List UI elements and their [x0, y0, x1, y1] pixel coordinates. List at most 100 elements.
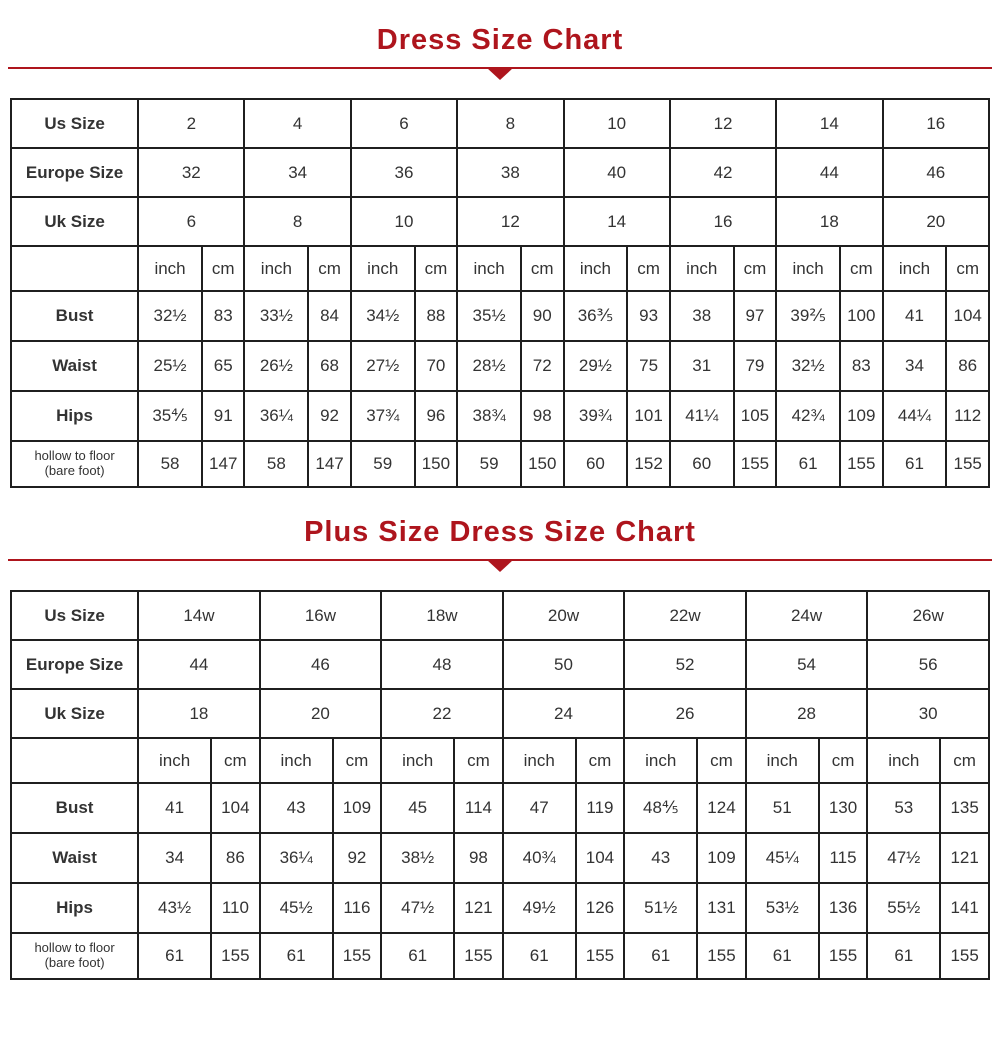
inch-value-cell: 40¾: [501, 832, 577, 884]
inch-value-cell: 38¾: [456, 390, 522, 442]
inch-value-cell: 58: [243, 440, 310, 488]
inch-value-cell: 41: [881, 290, 948, 342]
unit-cm-header: cm: [519, 245, 565, 292]
inch-value-cell: 39¾: [562, 390, 629, 442]
cm-value-cell: 101: [626, 390, 671, 442]
measure-row-hollow-to-floor: hollow to floor (bare foot) 58 147 58 147 59 15…: [9, 440, 990, 488]
inch-value-cell: 47: [501, 782, 577, 834]
cm-value-cell: 141: [939, 882, 990, 934]
cm-value-cell: 147: [200, 440, 246, 488]
row-label-europe-size: Europe Size: [9, 639, 140, 690]
cm-value-cell: 136: [817, 882, 869, 934]
inch-value-cell: 36¼: [258, 832, 334, 884]
inch-value-cell: 43½: [137, 882, 213, 934]
unit-cm-header: cm: [839, 245, 884, 292]
inch-value-cell: 61: [380, 932, 456, 980]
size-value-cell: 2: [137, 98, 246, 149]
row-label-hips: Hips: [9, 390, 140, 442]
plus-size-chart-section: Plus Size Dress Size Chart Us Size 14w 16w…: [0, 516, 1000, 980]
size-value-cell: 36: [349, 147, 459, 198]
inch-value-cell: 60: [668, 440, 735, 488]
unit-inch-header: inch: [349, 245, 416, 292]
cm-value-cell: 124: [696, 782, 747, 834]
unit-cm-header: cm: [626, 245, 671, 292]
unit-inch-header: inch: [456, 245, 522, 292]
cm-value-cell: 96: [413, 390, 459, 442]
cm-value-cell: 130: [817, 782, 869, 834]
cm-value-cell: 150: [413, 440, 459, 488]
cm-value-cell: 65: [200, 340, 246, 392]
inch-value-cell: 41: [137, 782, 213, 834]
inch-value-cell: 34½: [349, 290, 416, 342]
inch-value-cell: 29½: [562, 340, 629, 392]
cm-value-cell: 75: [626, 340, 671, 392]
size-row-uk-size: Uk Size 18 20 22 24 26 28 30: [9, 688, 990, 739]
cm-value-cell: 155: [453, 932, 504, 980]
size-value-cell: 44: [775, 147, 884, 198]
unit-inch-header: inch: [380, 737, 456, 784]
inch-value-cell: 51½: [623, 882, 699, 934]
inch-value-cell: 47½: [380, 882, 456, 934]
cm-value-cell: 155: [696, 932, 747, 980]
cm-value-cell: 109: [696, 832, 747, 884]
cm-value-cell: 126: [574, 882, 626, 934]
inch-value-cell: 35⅘: [137, 390, 203, 442]
row-label-waist: Waist: [9, 832, 140, 884]
size-value-cell: 22: [380, 688, 504, 739]
cm-value-cell: 109: [839, 390, 884, 442]
unit-cm-header: cm: [210, 737, 261, 784]
size-value-cell: 42: [668, 147, 778, 198]
inch-value-cell: 31: [668, 340, 735, 392]
size-value-cell: 6: [349, 98, 459, 149]
cm-value-cell: 86: [210, 832, 261, 884]
hollow-label-line1: hollow to floor: [34, 940, 115, 956]
measure-row-bust: Bust 41 104 43 109 45 114 47 119 48⅘ 124 51 130 53 135: [9, 782, 990, 834]
inch-value-cell: 49½: [501, 882, 577, 934]
row-label-waist: Waist: [9, 340, 140, 392]
size-value-cell: 56: [866, 639, 990, 690]
cm-value-cell: 70: [413, 340, 459, 392]
inch-value-cell: 25½: [137, 340, 203, 392]
cm-value-cell: 131: [696, 882, 747, 934]
size-value-cell: 10: [562, 98, 671, 149]
unit-cm-header: cm: [574, 737, 626, 784]
size-value-cell: 26: [623, 688, 747, 739]
row-label-hollow-to-floor: hollow to floor (bare foot): [9, 932, 140, 980]
inch-value-cell: 28½: [456, 340, 522, 392]
size-value-cell: 4: [243, 98, 352, 149]
inch-value-cell: 36¼: [243, 390, 310, 442]
cm-value-cell: 84: [307, 290, 352, 342]
unit-cm-header: cm: [732, 245, 778, 292]
size-value-cell: 30: [866, 688, 990, 739]
arrow-down-icon: [487, 68, 513, 80]
row-label-hips: Hips: [9, 882, 140, 934]
size-value-cell: 52: [623, 639, 747, 690]
hollow-label-line2: (bare foot): [44, 955, 105, 970]
cm-value-cell: 155: [939, 932, 990, 980]
unit-inch-header: inch: [744, 737, 820, 784]
unit-header-row: inch cm inch cm inch cm inch cm inch cm inch cm inch…: [9, 245, 990, 292]
size-row-us-size: Us Size 2 4 6 8 10 12 14 16: [9, 98, 991, 149]
size-value-cell: 14: [775, 98, 884, 149]
cm-value-cell: 68: [307, 340, 352, 392]
cm-value-cell: 93: [626, 290, 671, 342]
unit-row-empty-cell: [9, 737, 140, 784]
unit-inch-header: inch: [137, 245, 203, 292]
cm-value-cell: 104: [945, 290, 990, 342]
size-value-cell: 16: [881, 98, 991, 149]
cm-value-cell: 98: [519, 390, 565, 442]
row-label-europe-size: Europe Size: [9, 147, 140, 198]
inch-value-cell: 59: [456, 440, 522, 488]
size-value-cell: 28: [744, 688, 869, 739]
inch-value-cell: 53½: [744, 882, 820, 934]
size-value-cell: 20: [258, 688, 383, 739]
row-label-uk-size: Uk Size: [9, 688, 140, 739]
size-value-cell: 46: [258, 639, 383, 690]
size-value-cell: 38: [456, 147, 565, 198]
hollow-label-line1: hollow to floor: [34, 448, 115, 464]
cm-value-cell: 104: [574, 832, 626, 884]
unit-header-row: inch cm inch cm inch cm inch cm inch cm inch cm inch…: [9, 737, 990, 784]
size-value-cell: 18: [775, 196, 884, 247]
measure-row-waist: Waist 34 86 36¼ 92 38½ 98 40¾ 104 43 109 45¼ 115 47½ 1…: [9, 832, 990, 884]
